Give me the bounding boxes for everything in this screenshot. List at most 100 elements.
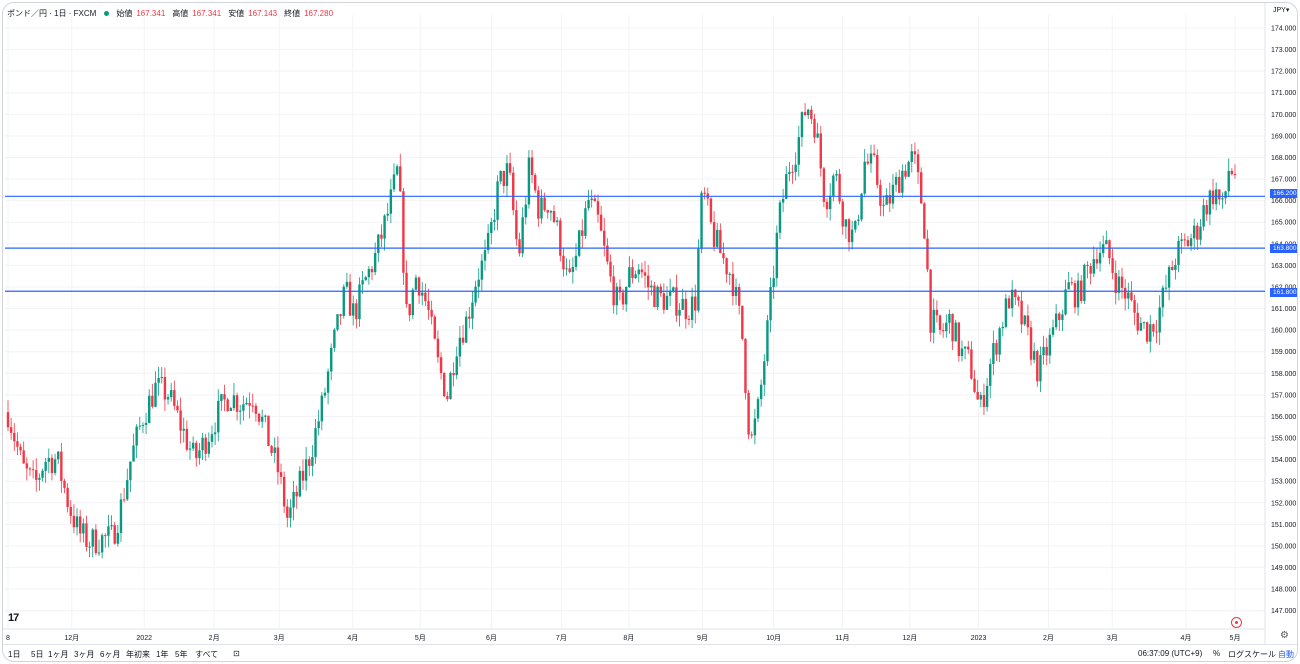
range-6m-button[interactable]: 6ヶ月 <box>100 650 121 659</box>
candle-body <box>530 157 534 176</box>
candle-body <box>129 461 132 481</box>
candle-body <box>546 210 549 213</box>
candle-body <box>1010 289 1014 309</box>
currency-selector[interactable]: JPY▾ <box>1273 6 1289 14</box>
candle-body <box>872 153 876 155</box>
candle-body <box>464 316 468 343</box>
candle-body <box>85 523 88 547</box>
candle-body <box>860 193 863 220</box>
candle-body <box>148 395 151 423</box>
candle-body <box>69 506 72 516</box>
candle-body <box>643 272 647 276</box>
x-tick-label: 2022 <box>136 635 152 642</box>
candle-body <box>1032 351 1036 360</box>
candle-body <box>458 337 462 357</box>
candle-body <box>668 290 672 296</box>
candle-body <box>772 278 775 288</box>
candle-body <box>477 279 480 287</box>
candle-body <box>775 232 779 279</box>
y-tick-label: 157.000 <box>1271 392 1296 399</box>
price-chart[interactable]: 174.000 173.000 172.000 171.000 170.000 169.0… <box>3 3 1297 644</box>
range-1m-button[interactable]: 1ヶ月 <box>48 650 69 659</box>
candle-body <box>173 390 176 406</box>
candle-body <box>725 258 728 275</box>
candle-body <box>549 211 553 213</box>
candle-body <box>659 286 662 294</box>
candle-body <box>135 426 138 446</box>
candle-body <box>800 112 804 138</box>
candle-body <box>672 287 675 291</box>
y-tick-label: 147.000 <box>1271 608 1296 615</box>
candle-body <box>957 322 961 357</box>
x-tick-label: 9月 <box>697 634 708 642</box>
log-scale-toggle[interactable]: ログスケール <box>1228 650 1276 659</box>
x-tick-label: 11月 <box>835 634 849 642</box>
range-ytd-button[interactable]: 年初来 <box>126 650 150 659</box>
gear-icon[interactable]: ⚙ <box>1280 630 1289 641</box>
candle-body <box>794 164 797 172</box>
range-3m-button[interactable]: 3ヶ月 <box>74 650 95 659</box>
candle-body <box>750 434 753 436</box>
candle-body <box>863 161 866 194</box>
candle-body <box>446 396 449 399</box>
y-tick-label: 151.000 <box>1271 522 1296 529</box>
candle-body <box>1051 327 1055 335</box>
candle-body <box>766 320 769 362</box>
candle-body <box>935 309 939 316</box>
range-all-button[interactable]: すべて <box>195 650 219 659</box>
price-tag-163800: 163.800 <box>1270 244 1297 253</box>
x-tick-label: 10月 <box>766 634 781 642</box>
candle-body <box>973 378 976 392</box>
candle-body <box>559 220 562 256</box>
candle-body <box>690 296 694 320</box>
candle-body <box>581 230 584 236</box>
low-value: 167.143 <box>248 9 278 18</box>
candle-body <box>656 286 659 308</box>
candle-body <box>810 109 813 119</box>
candle-body <box>967 346 970 350</box>
clock-time[interactable]: 06:37:09 (UTC+9) <box>1138 649 1203 658</box>
candle-body <box>888 195 892 204</box>
candle-body <box>678 309 681 316</box>
percent-toggle[interactable]: % <box>1213 649 1221 658</box>
tradingview-logo-icon[interactable]: 17 <box>8 612 19 624</box>
close-value: 167.280 <box>304 9 334 18</box>
candle-body <box>82 523 85 534</box>
range-5d-button[interactable]: 5日 <box>31 650 44 659</box>
candle-body <box>584 208 587 236</box>
candle-body <box>1130 292 1133 301</box>
range-1y-button[interactable]: 1年 <box>156 650 169 659</box>
candle-body <box>637 269 640 275</box>
candle-body <box>1001 326 1004 329</box>
candle-body <box>421 292 424 296</box>
candle-body <box>850 229 854 243</box>
go-to-realtime-icon[interactable] <box>1231 617 1242 628</box>
candle-body <box>747 392 750 435</box>
auto-scale-toggle[interactable]: 自動 <box>1278 650 1294 659</box>
candle-body <box>254 405 258 414</box>
range-5y-button[interactable]: 5年 <box>175 650 188 659</box>
candle-body <box>402 191 405 273</box>
symbol-title[interactable]: ポンド／円 · 1日 · FXCM <box>7 9 97 18</box>
candle-body <box>138 425 142 427</box>
candle-body <box>468 316 471 319</box>
candle-body <box>844 219 848 227</box>
candle-body <box>565 268 568 270</box>
candle-body <box>499 170 502 182</box>
candle-body <box>97 552 101 554</box>
price-tag-166200: 166.200 <box>1270 189 1297 198</box>
date-range-icon[interactable]: ⊡ <box>233 649 240 658</box>
candle-body <box>198 450 201 459</box>
candle-body <box>367 268 371 278</box>
candle-body <box>555 220 559 222</box>
candle-body <box>144 422 148 425</box>
y-tick-label: 154.000 <box>1271 457 1296 464</box>
candle-body <box>100 535 104 553</box>
candle-body <box>919 172 923 204</box>
y-tick-label: 171.000 <box>1271 90 1296 97</box>
candle-body <box>1086 264 1089 267</box>
candle-body <box>94 529 98 554</box>
range-1d-button[interactable]: 1日 <box>8 650 21 659</box>
candle-body <box>248 402 251 406</box>
candle-body <box>399 166 402 192</box>
